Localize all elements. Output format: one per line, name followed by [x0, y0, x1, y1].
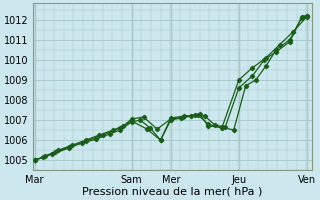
X-axis label: Pression niveau de la mer( hPa ): Pression niveau de la mer( hPa ) [82, 187, 263, 197]
